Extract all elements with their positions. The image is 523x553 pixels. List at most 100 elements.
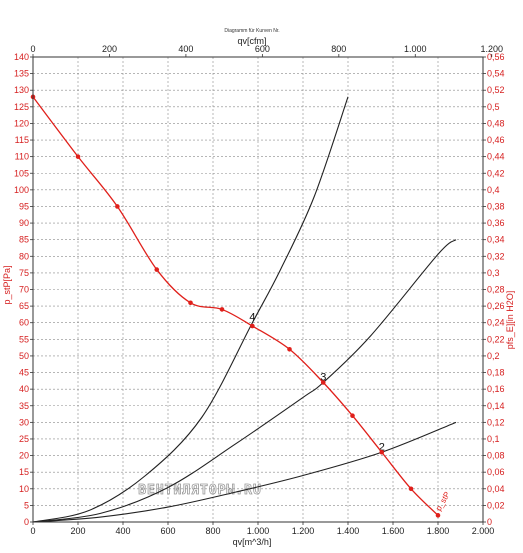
x-top-tick-label: 400 xyxy=(178,44,193,54)
y-left-tick-label: 20 xyxy=(19,451,29,461)
y-right-axis-label: pfs_E][in H2O] xyxy=(505,291,515,350)
axis-ticks: 0510152025303540455055606570758085909510… xyxy=(14,44,505,536)
y-left-tick-label: 10 xyxy=(19,484,29,494)
x-bottom-tick-label: 800 xyxy=(205,526,220,536)
y-right-tick-label: 0,02 xyxy=(487,500,505,510)
fan-curve-point xyxy=(154,267,160,272)
y-left-tick-label: 130 xyxy=(14,85,29,95)
y-left-tick-label: 85 xyxy=(19,235,29,245)
fan-curve-point xyxy=(408,486,414,492)
x-bottom-axis-label: qv[m^3/h] xyxy=(233,537,272,547)
y-right-tick-label: 0,52 xyxy=(487,85,505,95)
y-right-tick-label: 0,2 xyxy=(487,351,500,361)
y-right-tick-label: 0,14 xyxy=(487,401,505,411)
y-left-tick-label: 135 xyxy=(14,69,29,79)
system-curve-4 xyxy=(32,96,349,523)
y-right-tick-label: 0,12 xyxy=(487,417,505,427)
fan-curve-point xyxy=(287,346,292,352)
y-right-tick-label: 0,46 xyxy=(487,135,505,145)
y-left-axis-label: p_stP[Pa] xyxy=(2,265,12,304)
x-bottom-tick-label: 0 xyxy=(30,526,35,536)
x-bottom-tick-label: 400 xyxy=(115,526,130,536)
fan-curve-point xyxy=(188,300,193,306)
fan-curve-point xyxy=(115,204,120,209)
y-right-tick-label: 0,44 xyxy=(487,152,505,162)
y-left-tick-label: 80 xyxy=(19,251,29,261)
y-right-tick-label: 0,16 xyxy=(487,384,505,394)
y-left-tick-label: 45 xyxy=(19,368,29,378)
x-bottom-tick-label: 600 xyxy=(160,526,175,536)
y-left-tick-label: 15 xyxy=(19,467,29,477)
y-right-tick-label: 0,06 xyxy=(487,467,505,477)
system-curve-3 xyxy=(32,239,457,523)
fan-curve-point xyxy=(250,323,255,329)
chart-title: Diagramm für Kurven Nr. xyxy=(224,28,279,34)
y-right-tick-label: 0,22 xyxy=(487,334,505,344)
y-left-tick-label: 60 xyxy=(19,318,29,328)
fan-curve-point xyxy=(435,513,441,518)
y-right-tick-label: 0,38 xyxy=(487,201,505,211)
y-right-tick-label: 0,42 xyxy=(487,168,505,178)
y-left-tick-label: 25 xyxy=(19,434,29,444)
y-left-tick-label: 55 xyxy=(19,334,29,344)
x-bottom-tick-label: 1.800 xyxy=(427,526,450,536)
x-top-tick-label: 600 xyxy=(255,44,270,54)
x-bottom-tick-label: 1.400 xyxy=(337,526,360,536)
y-right-tick-label: 0,04 xyxy=(487,484,505,494)
fan-curve-point xyxy=(219,307,225,312)
x-bottom-tick-label: 200 xyxy=(70,526,85,536)
system-curve-label-2: 2 xyxy=(379,441,385,453)
system-curve-label-4: 4 xyxy=(249,312,255,324)
y-left-tick-label: 30 xyxy=(19,417,29,427)
y-left-tick-label: 75 xyxy=(19,268,29,278)
y-left-tick-label: 40 xyxy=(19,384,29,394)
y-left-tick-label: 110 xyxy=(15,152,29,162)
y-right-tick-label: 0,24 xyxy=(487,318,505,328)
y-left-tick-label: 90 xyxy=(19,218,29,228)
y-left-tick-label: 140 xyxy=(14,52,29,62)
y-left-tick-label: 95 xyxy=(19,201,29,211)
y-right-tick-label: 0,18 xyxy=(487,368,505,378)
fan-curve-point xyxy=(350,413,355,419)
x-top-tick-label: 1.200 xyxy=(480,44,503,54)
y-right-tick-label: 0,36 xyxy=(487,218,505,228)
y-right-tick-label: 0,4 xyxy=(487,185,500,195)
y-right-tick-label: 0,32 xyxy=(487,251,505,261)
fan-curve-point xyxy=(379,449,385,455)
y-left-tick-label: 0 xyxy=(24,517,29,527)
fan-curve-label: p_stP xyxy=(434,490,452,512)
plot-frame xyxy=(32,56,484,523)
y-right-tick-label: 0 xyxy=(487,517,492,527)
y-right-tick-label: 0,1 xyxy=(487,434,500,444)
y-left-tick-label: 70 xyxy=(19,285,29,295)
x-top-tick-label: 200 xyxy=(102,44,117,54)
y-left-tick-label: 35 xyxy=(19,401,29,411)
y-right-tick-label: 0,08 xyxy=(487,451,505,461)
x-top-tick-label: 1.000 xyxy=(404,44,427,54)
y-left-tick-label: 65 xyxy=(19,301,29,311)
y-right-tick-label: 0,28 xyxy=(487,285,505,295)
x-bottom-tick-label: 1.200 xyxy=(292,526,315,536)
x-bottom-tick-label: 2.000 xyxy=(472,526,495,536)
x-top-tick-label: 800 xyxy=(331,44,346,54)
y-left-tick-label: 50 xyxy=(19,351,29,361)
y-left-tick-label: 105 xyxy=(14,168,29,178)
x-top-tick-label: 0 xyxy=(30,44,35,54)
system-curve-label-3: 3 xyxy=(320,372,326,384)
y-right-tick-label: 0,54 xyxy=(487,69,505,79)
y-right-tick-label: 0,34 xyxy=(487,235,505,245)
y-left-tick-label: 5 xyxy=(24,500,29,510)
x-bottom-tick-label: 1.600 xyxy=(382,526,405,536)
fan-curve-point xyxy=(320,380,326,385)
y-left-tick-label: 125 xyxy=(14,102,29,112)
y-left-tick-label: 100 xyxy=(14,185,29,195)
y-right-tick-label: 0,3 xyxy=(487,268,500,278)
grid xyxy=(33,57,483,522)
x-bottom-tick-label: 1.000 xyxy=(247,526,270,536)
fan-curve-point xyxy=(75,154,81,159)
y-left-tick-label: 115 xyxy=(15,135,29,145)
y-left-tick-label: 120 xyxy=(14,118,29,128)
y-right-tick-label: 0,5 xyxy=(487,102,500,112)
y-right-tick-label: 0,26 xyxy=(487,301,505,311)
